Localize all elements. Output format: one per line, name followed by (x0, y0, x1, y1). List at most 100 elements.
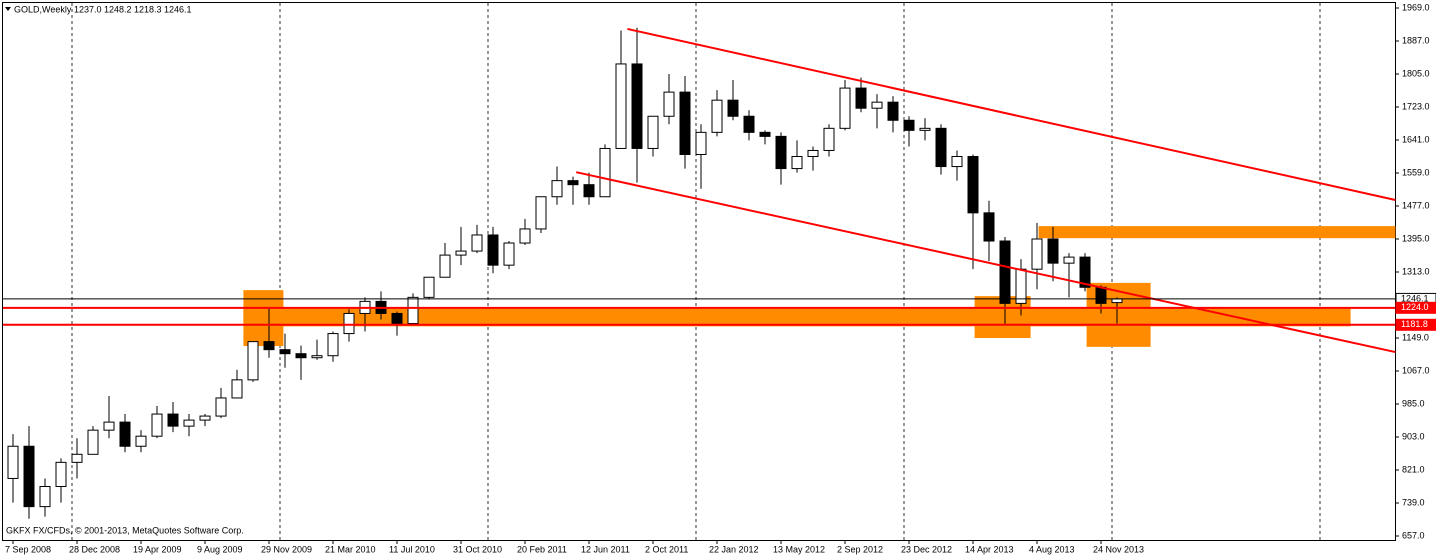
candle-body (743, 115, 755, 133)
header-value: 1246.1 (164, 4, 192, 14)
candle-body (967, 156, 979, 214)
trendline (627, 27, 1396, 201)
candle-body (983, 212, 995, 242)
y-tick-label: 1559.0 (1402, 167, 1430, 177)
header-value: 1237.0 (74, 4, 102, 14)
candle-body (151, 413, 163, 437)
candle-body (327, 333, 339, 357)
x-tick-label: 29 Nov 2009 (261, 544, 312, 554)
candle-body (1063, 256, 1075, 264)
candle-body (503, 242, 515, 266)
x-tick-label: 13 May 2012 (773, 544, 825, 554)
x-tick-label: 31 Oct 2010 (453, 544, 502, 554)
x-tick-label: 23 Dec 2012 (901, 544, 952, 554)
y-tick-label: 985.0 (1402, 398, 1425, 408)
candle-body (1079, 256, 1091, 288)
candle-body (1095, 286, 1107, 304)
candle-body (711, 99, 723, 133)
candle-body (1111, 298, 1123, 304)
y-tick-label: 1477.0 (1402, 200, 1430, 210)
chart-title: GOLD,Weekly (14, 4, 72, 14)
candle-body (199, 415, 211, 421)
candle-body (183, 419, 195, 427)
candle-body (167, 413, 179, 427)
candle-body (871, 101, 883, 109)
header-value: 1218.3 (134, 4, 162, 14)
x-tick-label: 11 Jul 2010 (389, 544, 435, 554)
candle-body (407, 296, 419, 325)
y-tick-label: 1723.0 (1402, 101, 1430, 111)
candle-body (391, 312, 403, 325)
y-tick-label: 657.0 (1402, 530, 1425, 540)
candle-body (599, 147, 611, 198)
candle-body (7, 445, 19, 479)
candle-body (263, 341, 275, 351)
candle-body (455, 250, 467, 256)
plot-frame (2, 2, 1396, 541)
candle-body (1015, 268, 1027, 304)
candle-body (663, 91, 675, 117)
candle-body (583, 184, 595, 198)
candle-body (855, 87, 867, 109)
y-tick-label: 903.0 (1402, 431, 1425, 441)
x-tick-label: 4 Aug 2013 (1029, 544, 1075, 554)
candle-body (343, 312, 355, 335)
y-tick-label: 1067.0 (1402, 365, 1430, 375)
y-tick-label: 1313.0 (1402, 266, 1430, 276)
candle-body (471, 234, 483, 252)
candle-body (775, 135, 787, 170)
candle-body (535, 196, 547, 230)
candle-body (887, 101, 899, 121)
candle-body (647, 115, 659, 149)
price-label: 1181.8 (1401, 319, 1428, 329)
price-label-box (1395, 318, 1436, 331)
x-tick-label: 28 Dec 2008 (69, 544, 120, 554)
header-value: 1248.2 (104, 4, 132, 14)
candle-body (567, 180, 579, 186)
candle-body (999, 240, 1011, 304)
candle-body (823, 127, 835, 151)
candle-body (23, 445, 35, 508)
candle-body (295, 353, 307, 359)
candle-body (935, 127, 947, 168)
candle-body (551, 180, 563, 198)
candle-body (119, 421, 131, 447)
x-tick-label: 9 Aug 2009 (197, 544, 243, 554)
x-tick-label: 21 Mar 2010 (325, 544, 376, 554)
trendline (575, 171, 1396, 354)
x-tick-label: 22 Jan 2012 (709, 544, 759, 554)
y-tick-label: 739.0 (1402, 497, 1425, 507)
candle-body (679, 91, 691, 155)
candle-body (231, 379, 243, 399)
candle-body (439, 254, 451, 278)
candle-body (279, 349, 291, 355)
candle-body (615, 63, 627, 149)
candle-body (903, 119, 915, 131)
candle-body (55, 461, 67, 488)
candle-body (727, 99, 739, 117)
zone (243, 307, 1351, 327)
menu-arrow (5, 7, 11, 11)
y-tick-label: 1887.0 (1402, 35, 1430, 45)
candle-body (519, 228, 531, 244)
footer: GKFX FX/CFDs, © 2001-2013, MetaQuotes So… (6, 525, 244, 535)
x-tick-label: 2 Oct 2011 (645, 544, 688, 554)
candle-body (87, 429, 99, 455)
candle-body (631, 63, 643, 149)
candle-body (487, 234, 499, 266)
price-label: 1224.0 (1401, 302, 1429, 312)
candle-body (919, 127, 931, 131)
x-tick-label: 19 Apr 2009 (133, 544, 182, 554)
x-tick-label: 24 Nov 2013 (1093, 544, 1144, 554)
candle-body (807, 149, 819, 157)
candle-body (135, 435, 147, 447)
x-tick-label: 14 Apr 2013 (965, 544, 1014, 554)
candle-body (839, 87, 851, 129)
candle-body (791, 156, 803, 170)
candle-body (103, 421, 115, 431)
y-tick-label: 1641.0 (1402, 134, 1430, 144)
y-tick-label: 1149.0 (1402, 332, 1429, 342)
y-tick-label: 1805.0 (1402, 68, 1430, 78)
